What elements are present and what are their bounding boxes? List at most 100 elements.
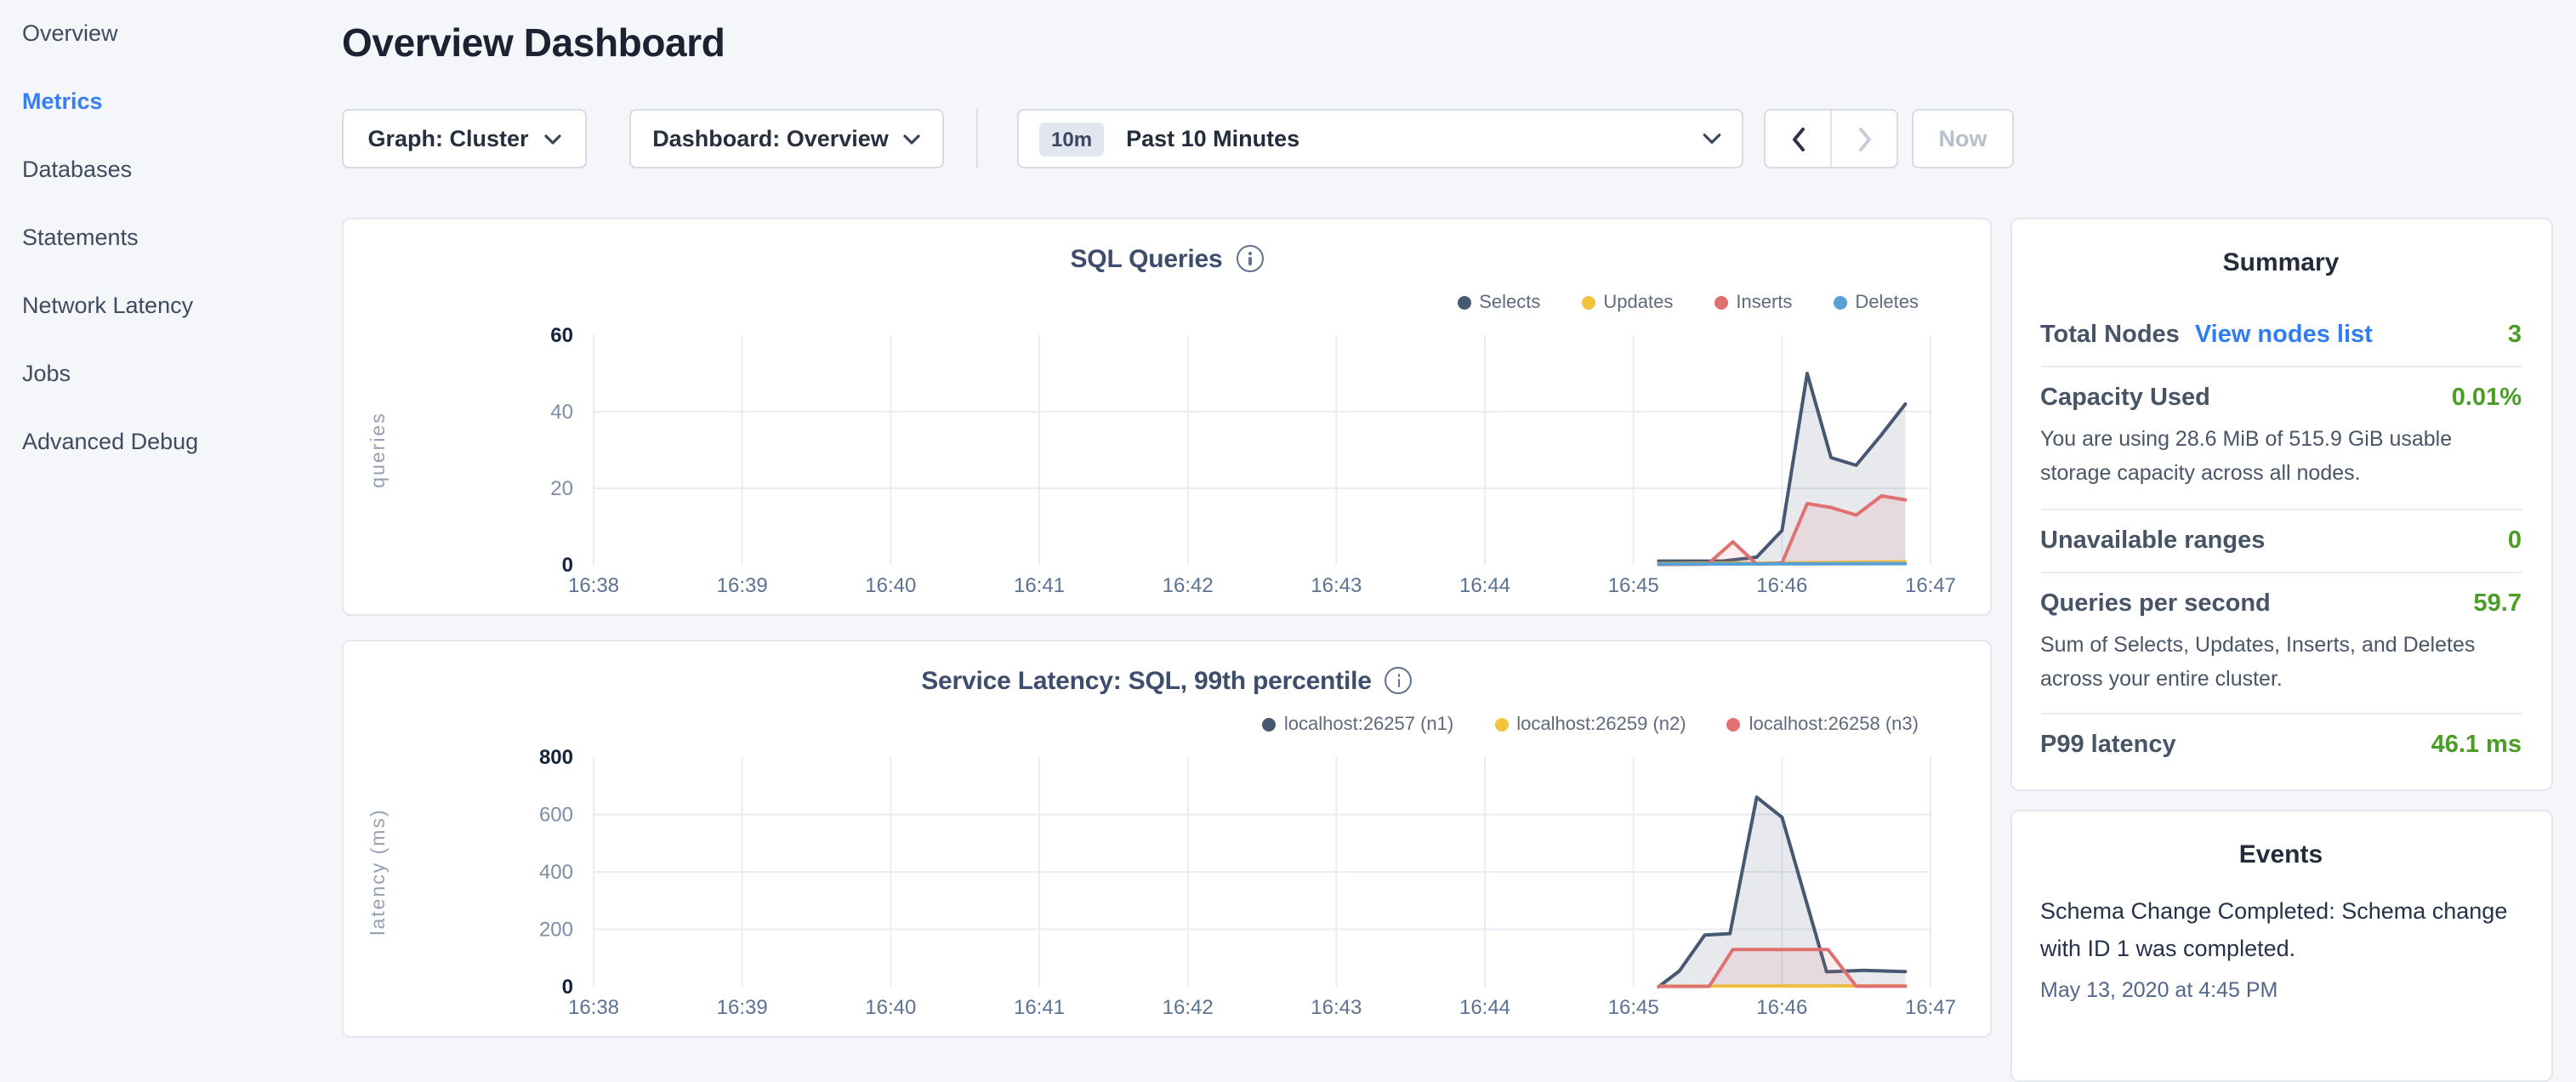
sql-queries-card: SQL Queries SelectsUpdatesInsertsDeletes…	[342, 218, 1992, 616]
legend-item: localhost:26259 (n2)	[1494, 715, 1686, 735]
x-tick-label: 16:46	[1756, 574, 1807, 597]
series-line	[1658, 564, 1905, 565]
chevron-down-icon	[904, 134, 921, 144]
y-tick-label: 600	[539, 804, 573, 827]
sidebar-item-databases[interactable]: Databases	[0, 136, 340, 204]
service-latency-chart[interactable]: 16:3816:3916:4016:4116:4216:4316:4416:45…	[344, 740, 1990, 1026]
legend-label: localhost:26259 (n2)	[1516, 715, 1686, 735]
sql-queries-legend: SelectsUpdatesInsertsDeletes	[344, 276, 1990, 315]
x-tick-label: 16:46	[1756, 996, 1807, 1019]
graph-dropdown[interactable]: Graph: Cluster	[342, 109, 587, 168]
x-tick-label: 16:44	[1459, 996, 1510, 1019]
now-button[interactable]: Now	[1912, 109, 2014, 168]
legend-label: localhost:26257 (n1)	[1284, 715, 1453, 735]
events-title: Events	[2011, 812, 2550, 869]
legend-item: Deletes	[1833, 293, 1919, 313]
legend-item: Inserts	[1714, 293, 1792, 313]
x-tick-label: 16:45	[1608, 996, 1659, 1019]
time-range-badge: 10m	[1039, 122, 1104, 156]
x-tick-label: 16:43	[1311, 996, 1362, 1019]
info-icon[interactable]	[1237, 245, 1264, 272]
y-tick-label: 800	[539, 746, 573, 769]
legend-label: Updates	[1603, 293, 1673, 313]
graph-dropdown-label: Graph: Cluster	[367, 126, 528, 151]
sidebar-item-overview[interactable]: Overview	[0, 0, 340, 68]
legend-dot-icon	[1494, 718, 1508, 732]
sidebar-item-statements[interactable]: Statements	[0, 204, 340, 272]
summary-row-description: You are using 28.6 MiB of 515.9 GiB usab…	[2040, 422, 2522, 491]
x-tick-label: 16:47	[1905, 574, 1956, 597]
summary-row-label: Total Nodes	[2040, 322, 2180, 349]
summary-row-value: 59.7	[2474, 589, 2522, 617]
x-tick-label: 16:43	[1311, 574, 1362, 597]
time-back-button[interactable]	[1766, 111, 1830, 167]
x-tick-label: 16:41	[1014, 574, 1065, 597]
x-tick-label: 16:39	[717, 996, 768, 1019]
event-timestamp: May 13, 2020 at 4:45 PM	[2040, 977, 2522, 1001]
legend-item: Updates	[1581, 293, 1673, 313]
x-tick-label: 16:47	[1905, 996, 1956, 1019]
x-tick-label: 16:42	[1163, 574, 1214, 597]
summary-row-value: 0.01%	[2452, 384, 2522, 412]
service-latency-card: Service Latency: SQL, 99th percentile lo…	[342, 640, 1992, 1038]
y-tick-label: 400	[539, 861, 573, 884]
x-tick-label: 16:44	[1459, 574, 1510, 597]
y-tick-label: 60	[550, 324, 573, 347]
y-tick-label: 0	[562, 554, 573, 577]
legend-dot-icon	[1727, 718, 1741, 732]
info-icon[interactable]	[1385, 667, 1413, 694]
summary-row: Total NodesView nodes list3	[2040, 305, 2522, 366]
legend-label: Inserts	[1736, 293, 1792, 313]
time-range-picker[interactable]: 10m Past 10 Minutes	[1017, 109, 1743, 168]
time-forward-button[interactable]	[1830, 111, 1896, 167]
legend-label: localhost:26258 (n3)	[1749, 715, 1919, 735]
x-tick-label: 16:39	[717, 574, 768, 597]
legend-item: localhost:26258 (n3)	[1727, 715, 1919, 735]
chevron-left-icon	[1790, 127, 1805, 151]
y-tick-label: 40	[550, 401, 573, 424]
x-tick-label: 16:41	[1014, 996, 1065, 1019]
summary-rows: Total NodesView nodes list3Capacity Used…	[2011, 277, 2550, 789]
summary-row-label: Capacity Used	[2040, 384, 2210, 412]
x-tick-label: 16:38	[568, 996, 619, 1019]
legend-dot-icon	[1457, 296, 1470, 310]
y-tick-label: 0	[562, 976, 573, 999]
sidebar-nav: OverviewMetricsDatabasesStatementsNetwor…	[0, 0, 340, 1051]
summary-row-value: 0	[2508, 527, 2522, 554]
legend-dot-icon	[1262, 718, 1276, 732]
dashboard-dropdown[interactable]: Dashboard: Overview	[629, 109, 944, 168]
summary-row-label: P99 latency	[2040, 732, 2176, 759]
sidebar-item-network-latency[interactable]: Network Latency	[0, 272, 340, 340]
chevron-right-icon	[1857, 127, 1872, 151]
time-step-buttons	[1764, 109, 1898, 168]
x-tick-label: 16:38	[568, 574, 619, 597]
legend-item: localhost:26257 (n1)	[1262, 715, 1453, 735]
events-panel: Events Schema Change Completed: Schema c…	[2010, 810, 2552, 1082]
controls-divider	[976, 109, 978, 168]
summary-row: P99 latency 46.1 ms	[2040, 713, 2522, 776]
sql-queries-chart[interactable]: 16:3816:3916:4016:4116:4216:4316:4416:45…	[344, 318, 1990, 604]
y-tick-label: 200	[539, 919, 573, 942]
sidebar-item-jobs[interactable]: Jobs	[0, 340, 340, 408]
chevron-down-icon	[544, 134, 561, 144]
y-tick-label: 20	[550, 477, 573, 500]
sidebar-item-metrics[interactable]: Metrics	[0, 68, 340, 136]
event-item[interactable]: Schema Change Completed: Schema change w…	[2011, 869, 2550, 1001]
legend-dot-icon	[1581, 296, 1595, 310]
app-root: OverviewMetricsDatabasesStatementsNetwor…	[0, 0, 2576, 1051]
summary-row: Capacity Used 0.01% You are using 28.6 MiB…	[2040, 366, 2522, 508]
summary-row-value: 46.1 ms	[2431, 732, 2522, 759]
events-list: Schema Change Completed: Schema change w…	[2011, 869, 2550, 1001]
event-text: Schema Change Completed: Schema change w…	[2040, 893, 2522, 969]
legend-dot-icon	[1714, 296, 1727, 310]
sql-queries-chart-title: SQL Queries	[1071, 244, 1223, 273]
sidebar-item-advanced-debug[interactable]: Advanced Debug	[0, 408, 340, 476]
summary-row-description: Sum of Selects, Updates, Inserts, and De…	[2040, 627, 2522, 696]
dashboard-dropdown-label: Dashboard: Overview	[652, 126, 889, 151]
x-tick-label: 16:40	[865, 996, 916, 1019]
x-tick-label: 16:40	[865, 574, 916, 597]
summary-row: Queries per second59.7Sum of Selects, Up…	[2040, 571, 2522, 713]
view-nodes-list-link[interactable]: View nodes list	[2195, 322, 2373, 349]
y-axis-label: queries	[367, 412, 389, 487]
y-axis-label: latency (ms)	[367, 808, 389, 935]
